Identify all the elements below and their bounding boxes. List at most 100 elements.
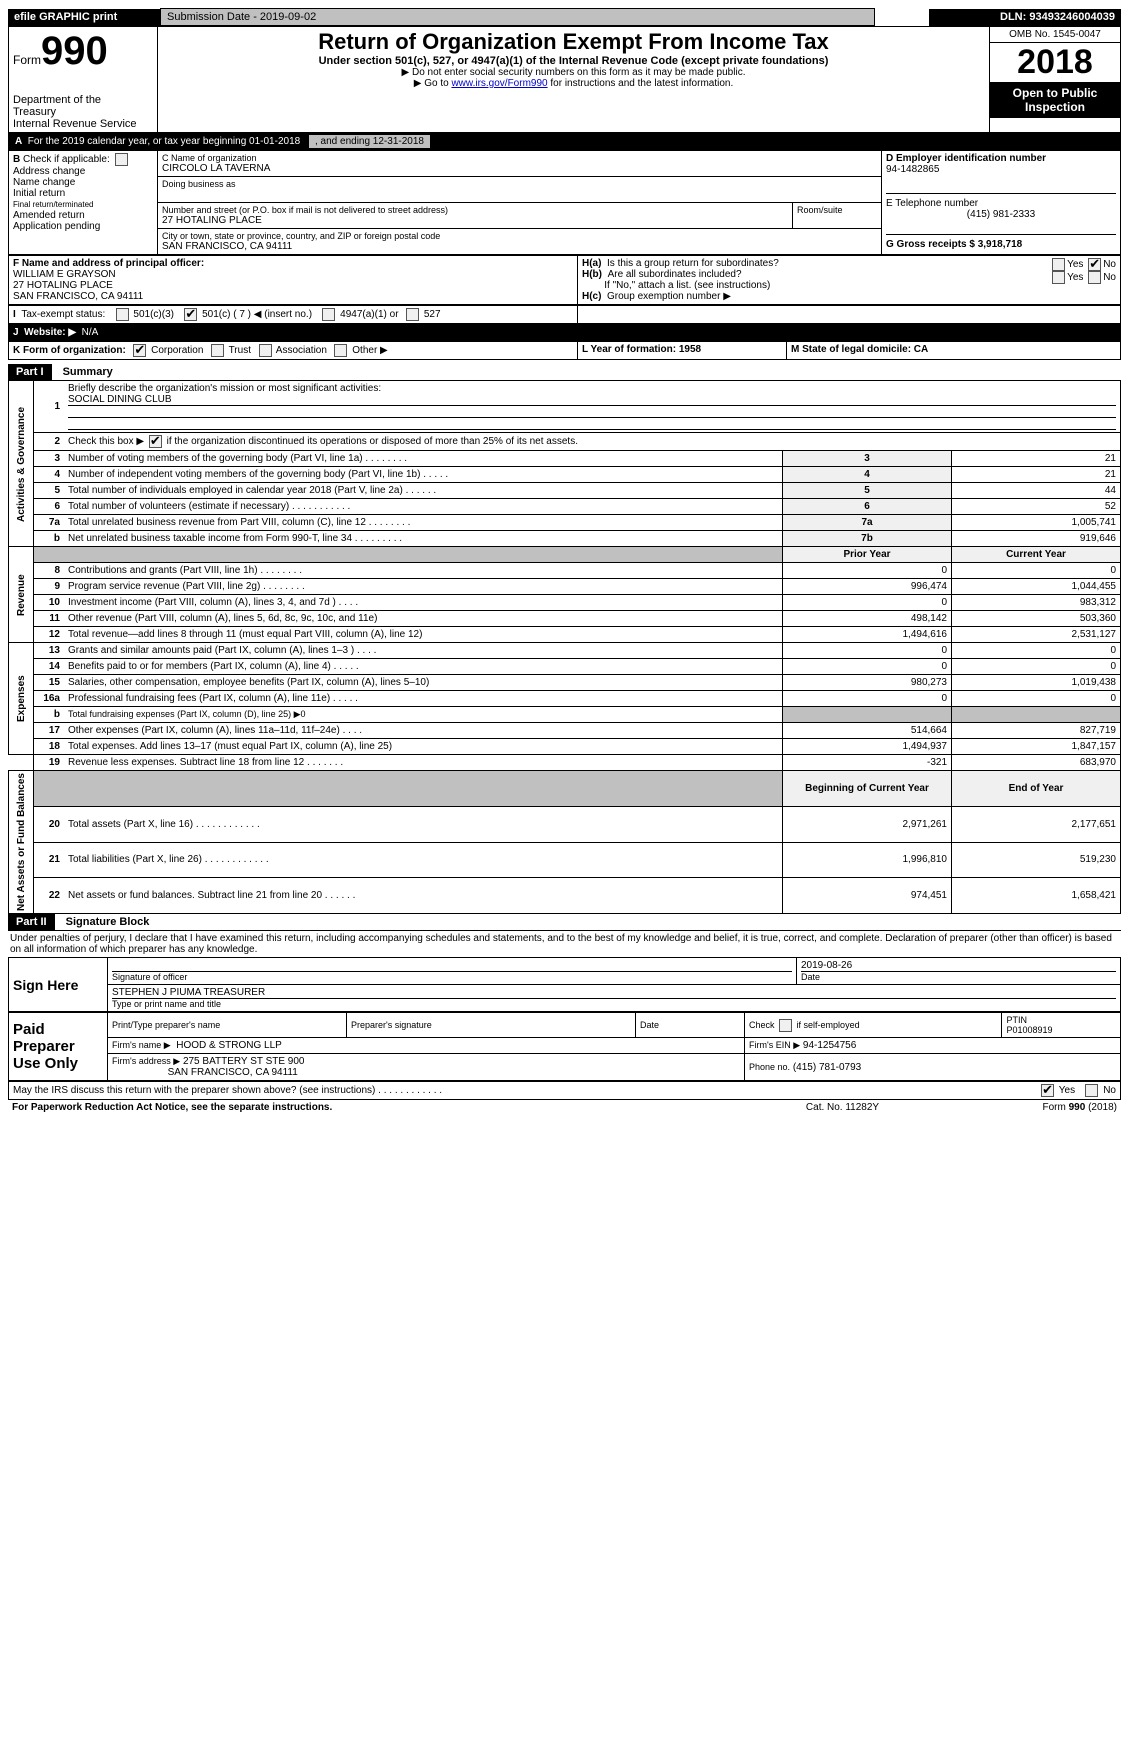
submission-date: Submission Date - 2019-09-02 [161, 9, 875, 26]
l2: Check this box ▶ [68, 436, 144, 447]
rev-label: Revenue [9, 547, 34, 643]
prep-date-lbl: Date [636, 1013, 745, 1038]
prep-name-lbl: Print/Type preparer's name [108, 1013, 347, 1038]
room-label: Room/suite [797, 205, 877, 215]
city: SAN FRANCISCO, CA 94111 [162, 241, 877, 252]
dln: DLN: 93493246004039 [929, 9, 1121, 26]
part1-title: Summary [63, 366, 113, 378]
form-header: Form990 Department of the Treasury Inter… [8, 26, 1121, 133]
prep-sig-lbl: Preparer's signature [347, 1013, 636, 1038]
city-label: City or town, state or province, country… [162, 231, 877, 241]
inst1: ▶ Do not enter social security numbers o… [162, 67, 985, 78]
main-title: Return of Organization Exempt From Incom… [162, 29, 985, 55]
gov-label: Activities & Governance [9, 381, 34, 547]
501c3-checkbox[interactable] [116, 308, 129, 321]
eoy-hdr: End of Year [952, 771, 1121, 807]
firm-addr1: 275 BATTERY ST STE 900 [183, 1056, 305, 1067]
street: 27 HOTALING PLACE [162, 215, 788, 226]
line-a: For the 2019 calendar year, or tax year … [28, 136, 300, 147]
form-prefix: Form [13, 53, 41, 67]
officer-name: WILLIAM E GRAYSON [13, 269, 116, 280]
footer-left: For Paperwork Reduction Act Notice, see … [12, 1102, 332, 1113]
nab-label: Net Assets or Fund Balances [9, 771, 34, 914]
current-year-hdr: Current Year [952, 547, 1121, 563]
self-emp-checkbox[interactable] [779, 1019, 792, 1032]
officer-street: 27 HOTALING PLACE [13, 280, 113, 291]
perjury: Under penalties of perjury, I declare th… [8, 930, 1121, 957]
527-checkbox[interactable] [406, 308, 419, 321]
firm-name: HOOD & STRONG LLP [176, 1040, 282, 1051]
discuss-no-checkbox[interactable] [1085, 1084, 1098, 1097]
officer-name-title: STEPHEN J PIUMA TREASURER [112, 987, 1116, 999]
e-label: E Telephone number [886, 198, 978, 209]
g-label: G Gross receipts $ 3,918,718 [886, 239, 1022, 250]
discontinued-checkbox[interactable] [149, 435, 162, 448]
part1-header: Part I [8, 364, 52, 380]
assoc-checkbox[interactable] [259, 344, 272, 357]
mission: SOCIAL DINING CLUB [68, 394, 1116, 406]
i-label: Tax-exempt status: [21, 309, 105, 320]
prior-year-hdr: Prior Year [783, 547, 952, 563]
hb-note: If "No," attach a list. (see instruction… [604, 280, 770, 291]
dept-line3: Internal Revenue Service [13, 118, 153, 130]
b-amended: Amended return [13, 210, 85, 221]
dba-label: Doing business as [162, 179, 877, 189]
irs-link[interactable]: www.irs.gov/Form990 [451, 78, 547, 89]
ptin: P01008919 [1006, 1025, 1052, 1035]
name-title-lbl: Type or print name and title [112, 999, 1116, 1009]
hb-yes-checkbox[interactable] [1052, 271, 1065, 284]
501c-checkbox[interactable] [184, 308, 197, 321]
l-label: L Year of formation: 1958 [582, 344, 701, 355]
part2-header: Part II [8, 914, 55, 930]
hb-text: Are all subordinates included? [608, 269, 742, 280]
4947-checkbox[interactable] [322, 308, 335, 321]
other-checkbox[interactable] [334, 344, 347, 357]
ha-no-checkbox[interactable] [1088, 258, 1101, 271]
b-addr: Address change [13, 166, 85, 177]
footer-mid: Cat. No. 11282Y [751, 1100, 935, 1115]
corp-checkbox[interactable] [133, 344, 146, 357]
website: N/A [82, 327, 99, 338]
dept-line1: Department of the [13, 94, 153, 106]
dept-line2: Treasury [13, 106, 153, 118]
hb-no-checkbox[interactable] [1088, 271, 1101, 284]
firm-addr2: SAN FRANCISCO, CA 94111 [168, 1067, 298, 1078]
k-label: K Form of organization: [13, 345, 126, 356]
d-label: D Employer identification number [886, 153, 1046, 164]
addr-change-checkbox[interactable] [115, 153, 128, 166]
omb: OMB No. 1545-0047 [990, 27, 1120, 43]
org-name: CIRCOLO LA TAVERNA [162, 163, 877, 174]
firm-ein: 94-1254756 [803, 1040, 856, 1051]
form-990: 990 [41, 29, 108, 73]
f-label: F Name and address of principal officer: [13, 258, 204, 269]
m-label: M State of legal domicile: CA [791, 344, 928, 355]
date-lbl: Date [801, 972, 1116, 982]
trust-checkbox[interactable] [211, 344, 224, 357]
efile-label: efile GRAPHIC print [8, 9, 161, 26]
b-name: Name change [13, 177, 75, 188]
part1-table: Activities & Governance 1 Briefly descri… [8, 380, 1121, 914]
sig-officer-lbl: Signature of officer [112, 972, 792, 982]
ha-text: Is this a group return for subordinates? [607, 258, 779, 269]
discuss-text: May the IRS discuss this return with the… [13, 1085, 442, 1096]
phone: (415) 981-2333 [886, 209, 1116, 220]
street-label: Number and street (or P.O. box if mail i… [162, 205, 788, 215]
inst2-pre: ▶ Go to [414, 78, 452, 89]
top-bar: efile GRAPHIC print Submission Date - 20… [8, 8, 1121, 26]
officer-city: SAN FRANCISCO, CA 94111 [13, 291, 143, 302]
ha-yes-checkbox[interactable] [1052, 258, 1065, 271]
paid-preparer: Paid Preparer Use Only [9, 1013, 108, 1081]
sub-title: Under section 501(c), 527, or 4947(a)(1)… [162, 55, 985, 67]
l2b: if the organization discontinued its ope… [167, 436, 578, 447]
hc-text: Group exemption number ▶ [607, 291, 731, 302]
sig-date: 2019-08-26 [801, 960, 1116, 972]
part2-title: Signature Block [66, 916, 150, 928]
b-pending: Application pending [13, 221, 100, 232]
discuss-yes-checkbox[interactable] [1041, 1084, 1054, 1097]
signature-table: Sign Here Signature of officer 2019-08-2… [8, 957, 1121, 1012]
b-label: Check if applicable: [23, 154, 110, 165]
firm-phone: (415) 781-0793 [793, 1062, 861, 1073]
ptin-lbl: PTIN [1006, 1015, 1027, 1025]
b-initial: Initial return [13, 188, 65, 199]
preparer-table: Paid Preparer Use Only Print/Type prepar… [8, 1012, 1121, 1081]
